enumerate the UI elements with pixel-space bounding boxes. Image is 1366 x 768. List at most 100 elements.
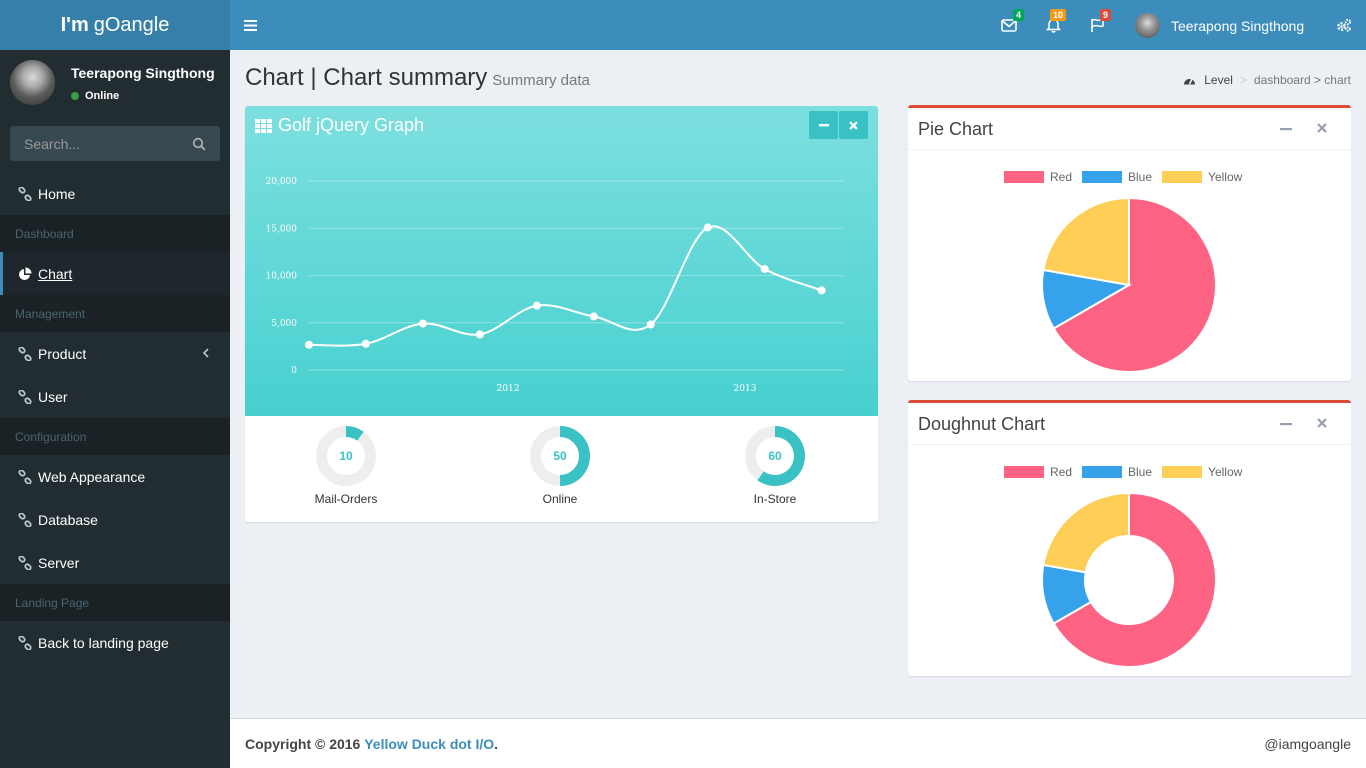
sidebar-item-label: Database (38, 511, 98, 528)
user-avatar (10, 60, 55, 105)
knob-value: 60 (768, 449, 782, 463)
dashboard-icon (1184, 78, 1196, 84)
knob-mail-orders[interactable]: 10 Mail-Orders (296, 425, 396, 506)
pie-remove-button[interactable] (1317, 123, 1327, 133)
pie-collapse-button[interactable] (1280, 123, 1292, 135)
footer: Copyright © 2016 Yellow Duck dot I/O. @i… (230, 718, 1366, 768)
knob-ring (530, 426, 590, 486)
user-menu[interactable]: Teerapong Singthong (1135, 13, 1304, 38)
menu-header-configuration: Configuration (0, 418, 230, 455)
sidebar-item-label: Product (38, 345, 87, 362)
sidebar-item-product[interactable]: Product (0, 332, 230, 375)
knob-label: In-Store (753, 492, 797, 506)
x-tick-label: 2013 (734, 384, 757, 394)
legend-item: Yellow (1162, 465, 1242, 479)
link-icon (18, 346, 32, 361)
pie-chart-title: Pie Chart (918, 119, 994, 139)
sidebar-item-web-appearance[interactable]: Web Appearance (0, 455, 230, 498)
doughnut-collapse-button[interactable] (1280, 418, 1292, 430)
sidebar-item-label: Back to landing page (38, 634, 169, 651)
knob-label: Online (542, 492, 578, 506)
sidebar-item-database[interactable]: Database (0, 498, 230, 541)
notifications-badge: 10 (1050, 9, 1067, 21)
data-point (475, 330, 484, 339)
legend-label: Blue (1128, 170, 1153, 184)
sidebar-item-label: Home (38, 185, 76, 202)
sidebar-search[interactable]: Search... (10, 126, 220, 161)
knob-fill (345, 426, 364, 441)
doughnut-chart (1041, 491, 1217, 668)
slice-yellow (1042, 491, 1130, 574)
doughnut-chart-header: Doughnut Chart (908, 403, 1351, 445)
series-line (308, 225, 822, 347)
remove-button[interactable] (839, 111, 868, 139)
pie-legend: Red Blue Yellow (1004, 170, 1252, 184)
link-icon (18, 512, 32, 527)
link-icon (18, 555, 32, 570)
legend-item: Blue (1082, 170, 1152, 184)
control-sidebar-button[interactable] (1336, 0, 1352, 50)
close-icon (1317, 123, 1327, 133)
sidebar-item-server[interactable]: Server (0, 541, 230, 584)
sidebar-item-label: Web Appearance (38, 468, 146, 485)
y-tick-label: 5,000 (271, 319, 297, 329)
online-status-dot (71, 92, 79, 100)
legend-item: Yellow (1162, 170, 1242, 184)
link-icon (18, 635, 32, 650)
search-icon[interactable] (192, 137, 206, 151)
legend-item: Red (1004, 170, 1072, 184)
legend-label: Red (1050, 170, 1073, 184)
golf-graph-header (245, 106, 878, 416)
breadcrumb: Level > dashboard > chart (1183, 73, 1351, 87)
pie-chart-icon (19, 267, 32, 280)
slice-red (1052, 491, 1217, 668)
hamburger-icon (244, 19, 257, 31)
doughnut-remove-button[interactable] (1317, 418, 1327, 428)
knob-in-store[interactable]: 60 In-Store (725, 425, 825, 506)
data-point (646, 320, 655, 329)
y-tick-label: 15,000 (266, 224, 298, 234)
sidebar-item-chart[interactable]: Chart (0, 252, 230, 295)
minus-icon (1280, 423, 1292, 426)
envelope-icon (1001, 18, 1017, 32)
messages-button[interactable]: 4 (1001, 0, 1025, 50)
notifications-button[interactable]: 10 (1046, 0, 1067, 50)
close-icon (1317, 418, 1327, 428)
knob-online[interactable]: 50 Online (510, 425, 610, 506)
breadcrumb-level[interactable]: Level (1204, 73, 1233, 87)
menu-header-dashboard: Dashboard (0, 215, 230, 252)
close-icon (849, 120, 858, 130)
company-link[interactable]: Yellow Duck dot I/O (364, 735, 495, 752)
sidebar-item-home[interactable]: Home (0, 172, 230, 215)
data-point (703, 223, 712, 232)
topbar-user-name: Teerapong Singthong (1171, 17, 1305, 34)
sidebar-user-name: Teerapong Singthong (71, 65, 215, 81)
collapse-button[interactable] (809, 111, 838, 139)
sidebar-item-user[interactable]: User (0, 375, 230, 418)
sidebar-item-back-to-landing[interactable]: Back to landing page (0, 621, 230, 664)
link-icon (18, 389, 32, 404)
legend-item: Red (1004, 465, 1072, 479)
sidebar-toggle-button[interactable] (244, 0, 257, 50)
chevron-left-icon (202, 348, 209, 358)
content-header: Chart | Chart summary Summary data (245, 64, 590, 92)
breadcrumb-separator: > (1239, 73, 1247, 87)
search-input[interactable]: Search... (24, 135, 81, 152)
knob-ring (316, 426, 376, 486)
flag-icon (1091, 18, 1104, 32)
sidebar-menu: Home Dashboard Chart Management Product … (0, 172, 230, 664)
app-logo[interactable]: I'm gOangle (0, 0, 230, 50)
messages-badge: 4 (1013, 9, 1025, 21)
legend-swatch (1004, 466, 1044, 478)
user-panel (0, 50, 230, 116)
legend-label: Red (1050, 465, 1073, 479)
golf-graph-title: Golf jQuery Graph (255, 115, 424, 136)
slice-yellow (1042, 196, 1130, 287)
data-point (817, 286, 826, 295)
legend-label: Blue (1128, 465, 1153, 479)
legend-item: Blue (1082, 465, 1152, 479)
tasks-button[interactable]: 9 (1090, 0, 1112, 50)
data-point (532, 301, 541, 310)
knob-fill (757, 426, 805, 486)
knob-value: 10 (339, 449, 353, 463)
